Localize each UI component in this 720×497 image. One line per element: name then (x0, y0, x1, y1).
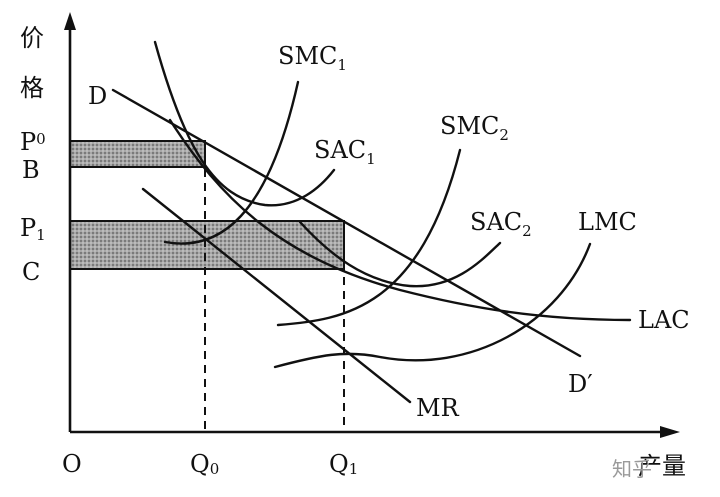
lac-curve (168, 118, 632, 322)
smc2-curve (276, 148, 462, 327)
lac-label: LAC (638, 306, 690, 334)
x-axis-label: 产量 (638, 452, 686, 480)
x-tick-q1: Q1 (329, 450, 358, 478)
smc2-label: SMC2 (440, 112, 509, 144)
smc1-curve (163, 80, 300, 245)
mr-curve (141, 187, 412, 404)
y-tick-b: B (22, 156, 40, 184)
lmc-label: LMC (578, 208, 637, 236)
smc1-label: SMC1 (278, 42, 347, 74)
mr-label: MR (416, 394, 460, 422)
y-axis-label-char-2: 格 (20, 74, 44, 102)
y-tick-p1: P1 (20, 214, 46, 244)
y-axis-label-char-1: 价 (20, 24, 44, 52)
sac1-curve (153, 40, 336, 207)
demand-label-end: D′ (568, 370, 593, 398)
x-tick-q0: Q0 (190, 450, 219, 478)
watermark: 知乎 (612, 457, 652, 481)
y-axis-arrow (64, 12, 76, 30)
profit-area-short-run-1 (69, 140, 206, 168)
sac2-label: SAC2 (470, 208, 532, 240)
x-axis-arrow (660, 426, 680, 438)
y-tick-p0: P0 (20, 128, 46, 156)
lmc-curve (273, 242, 592, 369)
origin-label: O (62, 450, 82, 478)
sac2-curve (298, 220, 502, 288)
profit-area-short-run-2 (69, 220, 345, 270)
y-tick-c: C (22, 258, 40, 286)
sac1-label: SAC1 (314, 136, 376, 168)
demand-label-start: D (88, 82, 107, 110)
